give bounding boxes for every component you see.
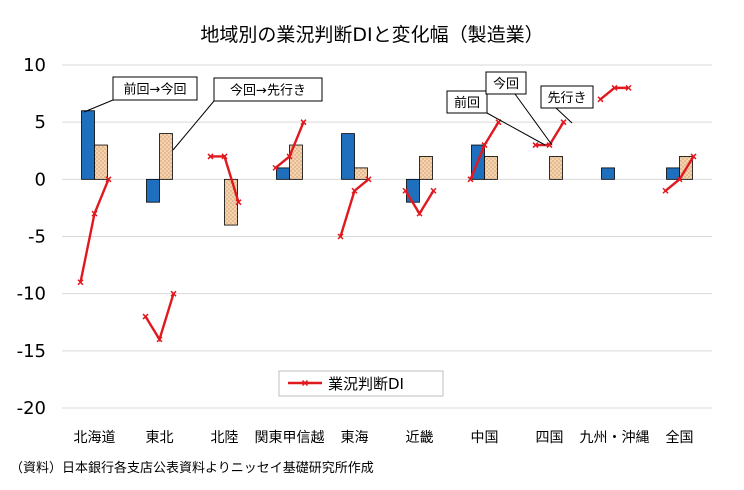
source-note: （資料）日本銀行各支店公表資料よりニッセイ基礎研究所作成 xyxy=(10,460,374,476)
bar-prev-current xyxy=(406,178,420,203)
y-tick-label: 5 xyxy=(35,112,46,133)
callout: 前回 xyxy=(446,90,546,146)
callout: 先行き xyxy=(540,85,594,124)
di-marker xyxy=(77,279,84,286)
callout-label: 今回 xyxy=(493,76,519,92)
x-tick-label: 関東甲信越 xyxy=(255,430,325,446)
di-marker xyxy=(207,153,214,160)
callout: 今回→先行き xyxy=(172,77,323,151)
di-marker xyxy=(156,336,163,343)
bars xyxy=(81,110,693,226)
bar-current-forecast xyxy=(289,144,303,180)
di-marker xyxy=(532,142,539,149)
callout-leader xyxy=(514,93,553,146)
di-marker xyxy=(690,153,697,160)
chart-title: 地域別の業況判断DIと変化幅（製造業） xyxy=(200,24,543,46)
di-marker xyxy=(625,84,632,91)
bar-prev-current xyxy=(341,133,355,180)
di-marker xyxy=(481,142,488,149)
bar-current-forecast xyxy=(224,178,238,226)
y-tick-label: -10 xyxy=(17,284,46,305)
di-line xyxy=(599,86,629,101)
di-marker xyxy=(676,176,683,183)
di-marker xyxy=(142,313,149,320)
x-tick-label: 九州・沖縄 xyxy=(580,430,650,446)
di-line xyxy=(144,293,175,343)
bar-prev-current xyxy=(81,110,95,180)
x-tick-label: 近畿 xyxy=(406,430,434,446)
di-marker xyxy=(467,176,474,183)
x-tick-label: 東北 xyxy=(146,430,174,446)
bar-current-forecast xyxy=(484,156,498,180)
y-tick-labels: 10 5 0 -5 -10 -15 -20 xyxy=(17,55,46,419)
callout-box xyxy=(213,77,323,102)
x-tick-label: 東海 xyxy=(341,430,369,446)
bar-current-forecast xyxy=(354,167,368,180)
x-tick-label: 四国 xyxy=(536,430,564,446)
callout-leader xyxy=(172,100,215,151)
bar-current-forecast xyxy=(549,156,563,180)
y-tick-label: -20 xyxy=(17,398,46,419)
callout-leader xyxy=(83,99,114,113)
di-marker xyxy=(365,176,372,183)
di-marker xyxy=(221,153,228,160)
di-marker xyxy=(286,153,293,160)
callout-label: 前回→今回 xyxy=(124,82,187,98)
x-tick-label: 北陸 xyxy=(211,430,239,446)
legend-label: 業況判断DI xyxy=(328,375,404,393)
di-marker xyxy=(235,199,242,206)
y-tick-label: -5 xyxy=(28,227,46,248)
gridlines xyxy=(62,64,712,409)
di-marker xyxy=(105,176,112,183)
bar-prev-current xyxy=(146,178,160,203)
legend: 業況判断DI xyxy=(278,370,444,397)
callout-leader xyxy=(486,112,546,146)
callout-box xyxy=(112,76,198,101)
callout-box xyxy=(446,90,488,114)
x-tick-label: 中国 xyxy=(471,430,499,446)
bar-current-forecast xyxy=(159,133,173,180)
di-marker xyxy=(272,164,279,171)
legend-marker xyxy=(301,379,309,387)
di-marker xyxy=(560,119,567,126)
x-tick-label: 北海道 xyxy=(74,430,116,446)
di-marker xyxy=(402,187,409,194)
di-marker xyxy=(300,119,307,126)
di-marker xyxy=(597,96,604,103)
callout-leader xyxy=(555,107,573,124)
callout-box xyxy=(540,85,594,109)
bar-prev-current xyxy=(276,167,290,180)
bar-current-forecast xyxy=(419,156,433,180)
callout-label: 今回→先行き xyxy=(230,83,306,99)
callout: 今回 xyxy=(485,71,553,146)
di-line xyxy=(339,178,370,237)
y-tick-label: 0 xyxy=(35,169,46,190)
x-tick-label: 全国 xyxy=(666,429,694,446)
di-lines xyxy=(77,84,697,343)
callout-box xyxy=(485,71,527,95)
di-marker xyxy=(337,233,344,240)
x-tick-labels: 北海道 東北 北陸 関東甲信越 東海 近畿 中国 四国 九州・沖縄 全国 xyxy=(74,429,694,446)
bar-prev-current xyxy=(601,167,615,180)
di-marker xyxy=(611,84,618,91)
di-marker xyxy=(91,210,98,217)
di-marker xyxy=(662,187,669,194)
di-line xyxy=(79,178,110,283)
di-marker xyxy=(416,210,423,217)
di-marker xyxy=(430,187,437,194)
bar-current-forecast xyxy=(94,144,108,180)
callout: 前回→今回 xyxy=(83,76,198,113)
di-marker xyxy=(170,290,177,297)
callout-label: 先行き xyxy=(547,91,586,106)
callout-label: 前回 xyxy=(454,95,480,111)
di-marker xyxy=(351,187,358,194)
y-tick-label: -15 xyxy=(17,341,46,362)
y-tick-label: 10 xyxy=(23,55,46,76)
